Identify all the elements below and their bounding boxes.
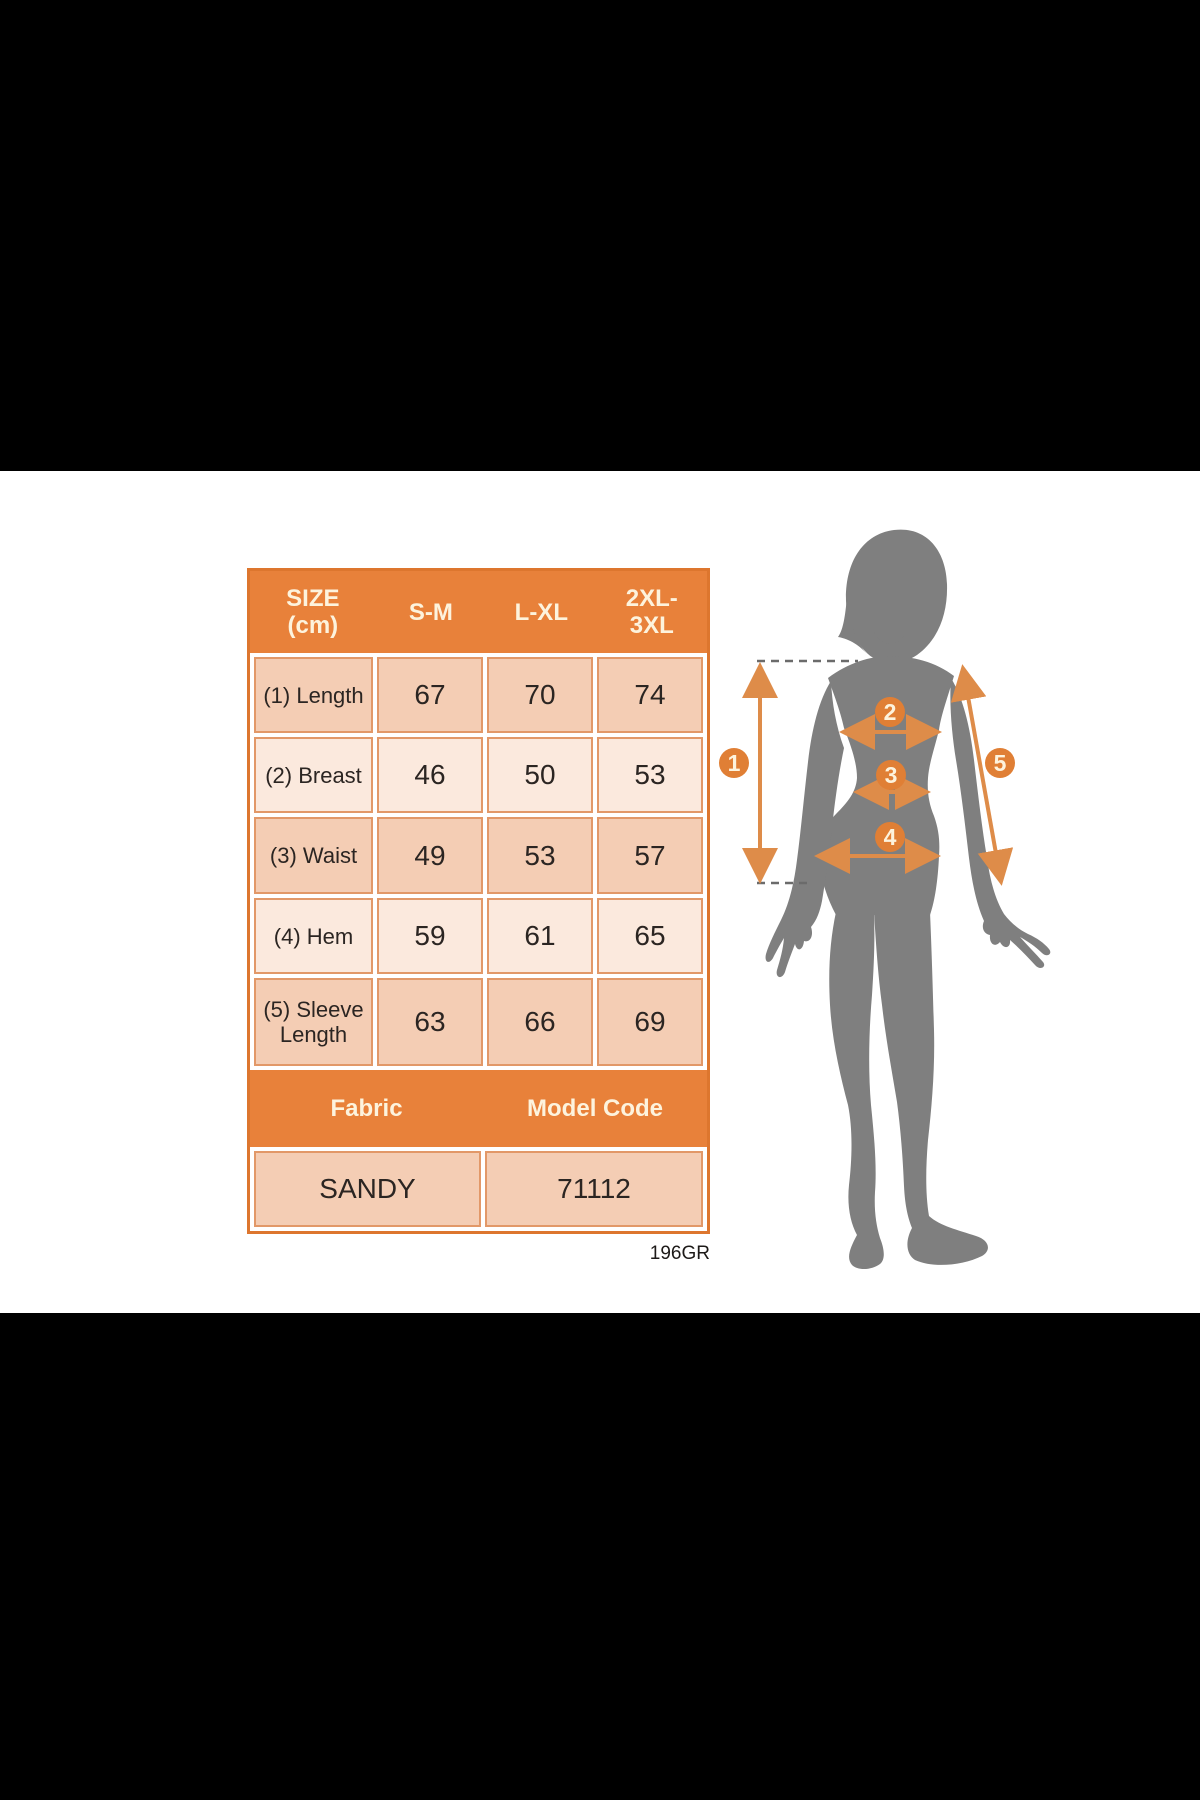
table-row-breast: (2) Breast 46 50 53 bbox=[254, 737, 703, 813]
sleeve-arrow bbox=[950, 664, 1014, 886]
fabric-model-header-row: Fabric Model Code bbox=[250, 1070, 707, 1147]
value-cell: 65 bbox=[597, 898, 703, 974]
badge-1-circle bbox=[719, 748, 749, 778]
value-cell: 53 bbox=[487, 817, 593, 894]
table-row-length: (1) Length 67 70 74 bbox=[254, 657, 703, 733]
value-cell: 49 bbox=[377, 817, 483, 894]
fabric-value-cell: SANDY bbox=[254, 1151, 481, 1227]
measurement-arrows bbox=[742, 662, 1014, 886]
silhouette-right-arm bbox=[950, 678, 1051, 969]
badge-2-number: 2 bbox=[884, 699, 897, 725]
badge-4-number: 4 bbox=[884, 824, 897, 850]
row-label: (4) Hem bbox=[254, 898, 373, 974]
badge-4-circle bbox=[875, 822, 905, 852]
value-cell: 67 bbox=[377, 657, 483, 733]
value-cell: 53 bbox=[597, 737, 703, 813]
weight-note: 196GR bbox=[649, 1243, 710, 1264]
value-cell: 70 bbox=[487, 657, 593, 733]
row-label: (3) Waist bbox=[254, 817, 373, 894]
size-table-header-row: SIZE (cm) S-M L-XL 2XL- 3XL bbox=[250, 571, 707, 653]
value-cell: 61 bbox=[487, 898, 593, 974]
content-panel: SIZE (cm) S-M L-XL 2XL- 3XL (1) Length 6… bbox=[0, 471, 1200, 1313]
model-code-header-cell: Model Code bbox=[527, 1095, 664, 1122]
badge-1-number: 1 bbox=[728, 750, 741, 776]
badge-5-circle bbox=[985, 748, 1015, 778]
row-label: (2) Breast bbox=[254, 737, 373, 813]
value-cell: 57 bbox=[597, 817, 703, 894]
value-cell: 66 bbox=[487, 978, 593, 1066]
value-cell: 46 bbox=[377, 737, 483, 813]
badge-3-circle bbox=[876, 760, 906, 790]
fabric-model-body: SANDY 71112 bbox=[250, 1147, 707, 1231]
header-size-line1: SIZE bbox=[286, 585, 340, 612]
silhouette-left-leg bbox=[829, 912, 884, 1270]
value-cell: 74 bbox=[597, 657, 703, 733]
measurement-figure: 1 2 3 4 5 bbox=[719, 529, 1051, 1270]
silhouette-right-leg bbox=[874, 912, 988, 1265]
fabric-header-cell: Fabric bbox=[330, 1095, 403, 1122]
badge-5-number: 5 bbox=[994, 750, 1007, 776]
model-code-value-cell: 71112 bbox=[485, 1151, 703, 1227]
header-cell-l-xl: L-XL bbox=[514, 598, 568, 626]
header-cell-2xl-3xl: 2XL- 3XL bbox=[625, 585, 678, 639]
header-cell-size-cm: SIZE (cm) bbox=[250, 585, 376, 639]
table-row-waist: (3) Waist 49 53 57 bbox=[254, 817, 703, 894]
table-row-sleeve-length: (5) Sleeve Length 63 66 69 bbox=[254, 978, 703, 1066]
row-label: (1) Length bbox=[254, 657, 373, 733]
silhouette-left-arm bbox=[765, 681, 844, 978]
measurement-badges: 1 2 3 4 5 bbox=[719, 697, 1015, 852]
value-cell: 63 bbox=[377, 978, 483, 1066]
value-cell: 59 bbox=[377, 898, 483, 974]
badge-3-number: 3 bbox=[885, 762, 898, 788]
dashed-guides bbox=[757, 659, 858, 885]
row-label: (5) Sleeve Length bbox=[254, 978, 373, 1066]
fabric-model-value-row: SANDY 71112 bbox=[254, 1151, 703, 1227]
size-table-body: (1) Length 67 70 74 (2) Breast 46 50 53 … bbox=[250, 653, 707, 1070]
table-row-hem: (4) Hem 59 61 65 bbox=[254, 898, 703, 974]
header-cell-s-m: S-M bbox=[408, 598, 453, 626]
value-cell: 69 bbox=[597, 978, 703, 1066]
value-cell: 50 bbox=[487, 737, 593, 813]
header-size-line2: (cm) bbox=[287, 612, 339, 639]
silhouette-hair-flick bbox=[838, 597, 867, 654]
female-silhouette bbox=[765, 529, 1051, 1270]
silhouette-head bbox=[845, 529, 948, 663]
size-table: SIZE (cm) S-M L-XL 2XL- 3XL (1) Length 6… bbox=[247, 568, 710, 1234]
badge-2-circle bbox=[875, 697, 905, 727]
